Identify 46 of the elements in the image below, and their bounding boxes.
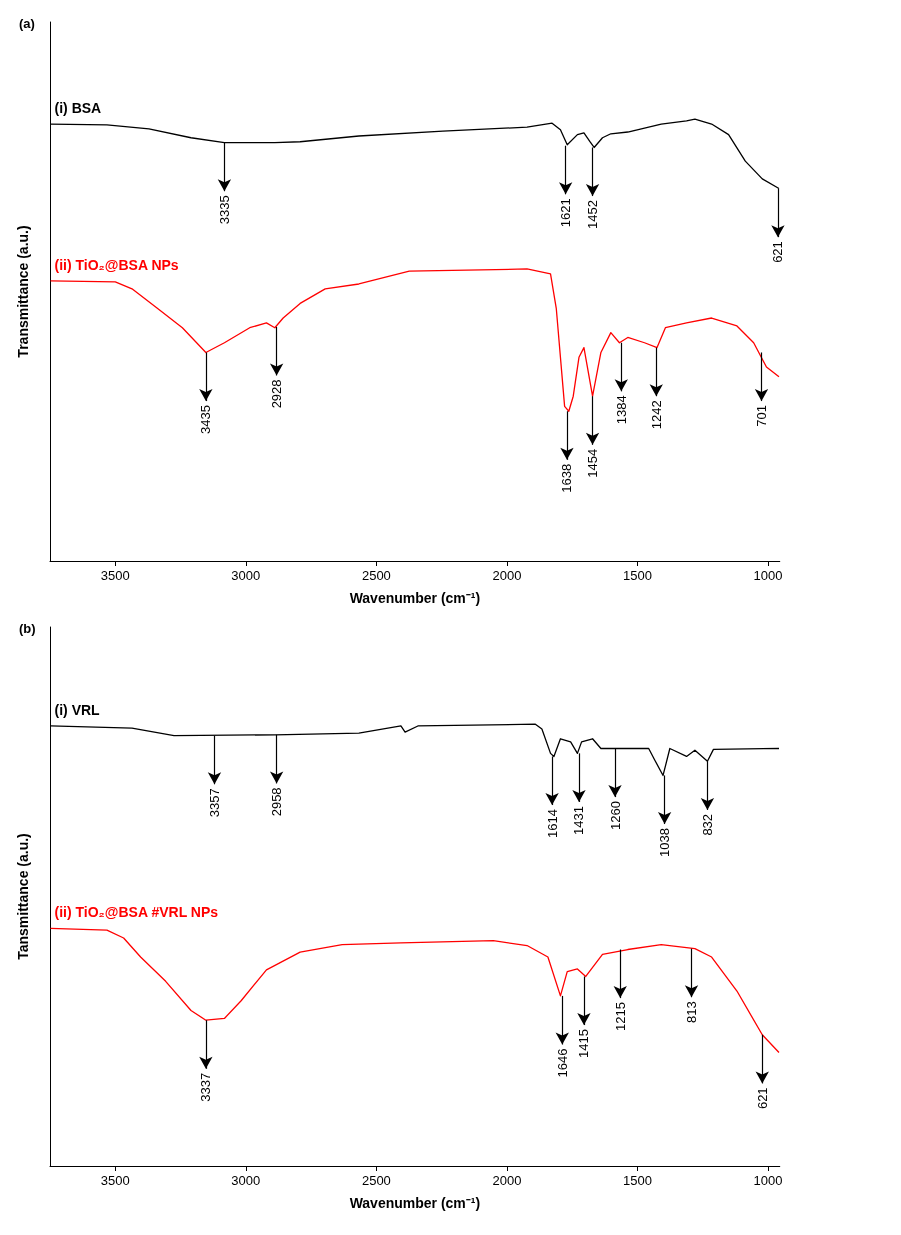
y-axis-title: Tansmittance (a.u.) — [15, 833, 31, 960]
x-tick-label: 2500 — [361, 568, 391, 583]
x-tick-label: 2000 — [492, 568, 522, 583]
annotation: 1215 — [612, 1002, 628, 1032]
annotation: 832 — [699, 813, 715, 836]
x-axis-title: Wavenumber (cm⁻¹) — [349, 1195, 481, 1211]
x-tick-label: 2500 — [361, 1173, 391, 1188]
annotation: 1621 — [558, 198, 574, 228]
series-label: (ii) TiO₂@BSA #VRL NPs — [54, 904, 219, 921]
annotation: 813 — [684, 1001, 700, 1023]
annotation: 1384 — [613, 395, 629, 425]
annotation: 3435 — [198, 405, 214, 434]
x-tick-label: 1000 — [753, 568, 783, 583]
annotation: 1452 — [585, 200, 601, 229]
annotation: 1415 — [576, 1029, 592, 1058]
x-tick-label: 2000 — [492, 1173, 522, 1188]
annotation: 621 — [754, 1087, 770, 1110]
x-tick-label: 3000 — [231, 568, 261, 583]
x-tick-label: 3500 — [100, 1173, 130, 1188]
annotation: 1038 — [657, 828, 673, 857]
annotation: 3335 — [216, 195, 232, 225]
x-tick-label: 1500 — [623, 568, 652, 583]
annotation: 1614 — [544, 809, 560, 838]
annotation: 2928 — [269, 379, 285, 409]
series-label: (i) BSA — [54, 100, 102, 117]
annotation: 1638 — [559, 463, 575, 493]
annotation: 701 — [753, 405, 769, 427]
x-axis-title: Wavenumber (cm⁻¹) — [349, 590, 481, 606]
annotation: 1242 — [648, 400, 664, 430]
annotation: 1260 — [607, 801, 623, 831]
annotation: 2958 — [269, 787, 285, 817]
y-axis-title: Transmittance (a.u.) — [15, 225, 31, 358]
annotation: 1646 — [554, 1048, 570, 1078]
chart-title: (a) — [19, 16, 35, 31]
annotation: 1454 — [585, 448, 601, 478]
x-tick-label: 1000 — [753, 1173, 783, 1188]
annotation: 1431 — [571, 805, 587, 835]
chart-title: (b) — [19, 621, 36, 636]
x-tick-label: 1500 — [623, 1173, 652, 1188]
series-label: (ii) TiO₂@BSA NPs — [54, 256, 179, 273]
x-tick-label: 3000 — [231, 1173, 261, 1188]
annotation: 3337 — [198, 1072, 214, 1102]
series-label: (i) VRL — [54, 701, 101, 718]
annotation: 621 — [770, 241, 786, 263]
x-tick-label: 3500 — [100, 568, 130, 583]
annotation: 3357 — [206, 788, 222, 818]
